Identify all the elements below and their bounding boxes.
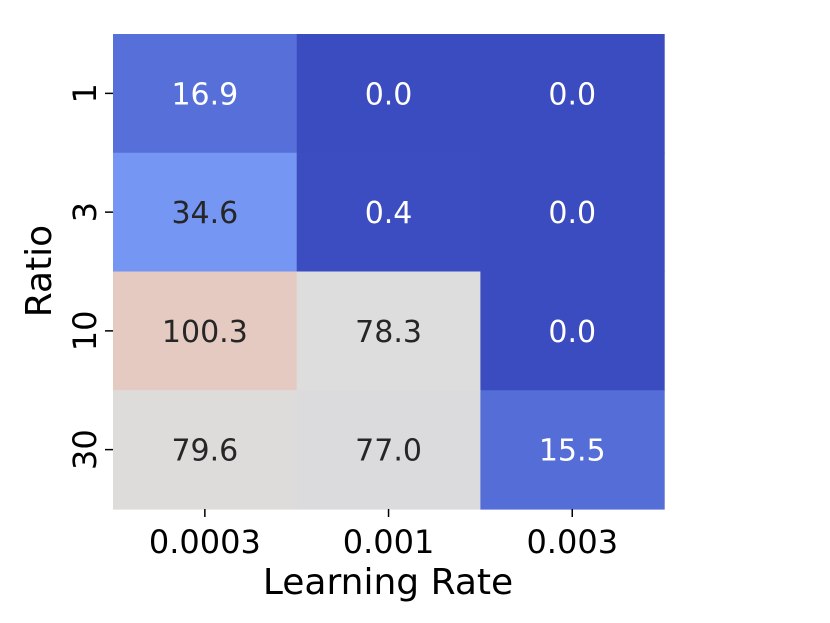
heatmap-cell xyxy=(296,390,481,510)
cell-value-label: 0.0 xyxy=(365,77,413,112)
cell-value-label: 78.3 xyxy=(355,315,422,350)
heatmap-cell xyxy=(113,390,298,510)
x-tick-label: 0.001 xyxy=(343,523,435,561)
cell-value-label: 79.6 xyxy=(171,434,238,469)
heatmap-cell xyxy=(113,34,298,154)
x-axis-label: Learning Rate xyxy=(263,562,513,603)
y-tick-label: 3 xyxy=(66,202,104,222)
y-axis-label: Ratio xyxy=(19,225,60,317)
heatmap-cell xyxy=(296,152,481,273)
heatmap-cell xyxy=(480,152,665,273)
x-tick-label: 0.003 xyxy=(526,523,618,561)
heatmap-cell xyxy=(480,271,665,391)
cell-value-label: 34.6 xyxy=(171,196,238,231)
cell-value-label: 15.5 xyxy=(539,434,606,469)
cell-value-label: 77.0 xyxy=(355,434,422,469)
cell-value-labels: 16.9 0.0 0.0 34.6 0.4 0.0 100.3 78.3 0.0 79.6 77.0… xyxy=(162,77,606,468)
heatmap-cell xyxy=(113,152,298,273)
cell-value-label: 0.4 xyxy=(365,196,413,231)
y-tick-label: 1 xyxy=(66,83,104,103)
heatmap-cell xyxy=(113,271,298,391)
heatmap-cell xyxy=(296,271,481,391)
heatmap-cell xyxy=(480,34,665,154)
heatmap-cell xyxy=(480,390,665,510)
cell-value-label: 0.0 xyxy=(548,77,596,112)
cell-value-label: 100.3 xyxy=(162,315,248,350)
x-axis-ticks: 0.0003 0.001 0.003 xyxy=(149,509,618,561)
x-tick-label: 0.0003 xyxy=(149,523,261,561)
cell-value-label: 0.0 xyxy=(548,315,596,350)
y-tick-label: 10 xyxy=(66,311,104,352)
y-axis-ticks: 1 3 10 30 xyxy=(66,83,113,470)
cell-value-label: 0.0 xyxy=(548,196,596,231)
heatmap-cell xyxy=(296,34,481,154)
heatmap-cells xyxy=(113,34,665,510)
y-tick-label: 30 xyxy=(66,429,104,470)
cell-value-label: 16.9 xyxy=(171,77,238,112)
